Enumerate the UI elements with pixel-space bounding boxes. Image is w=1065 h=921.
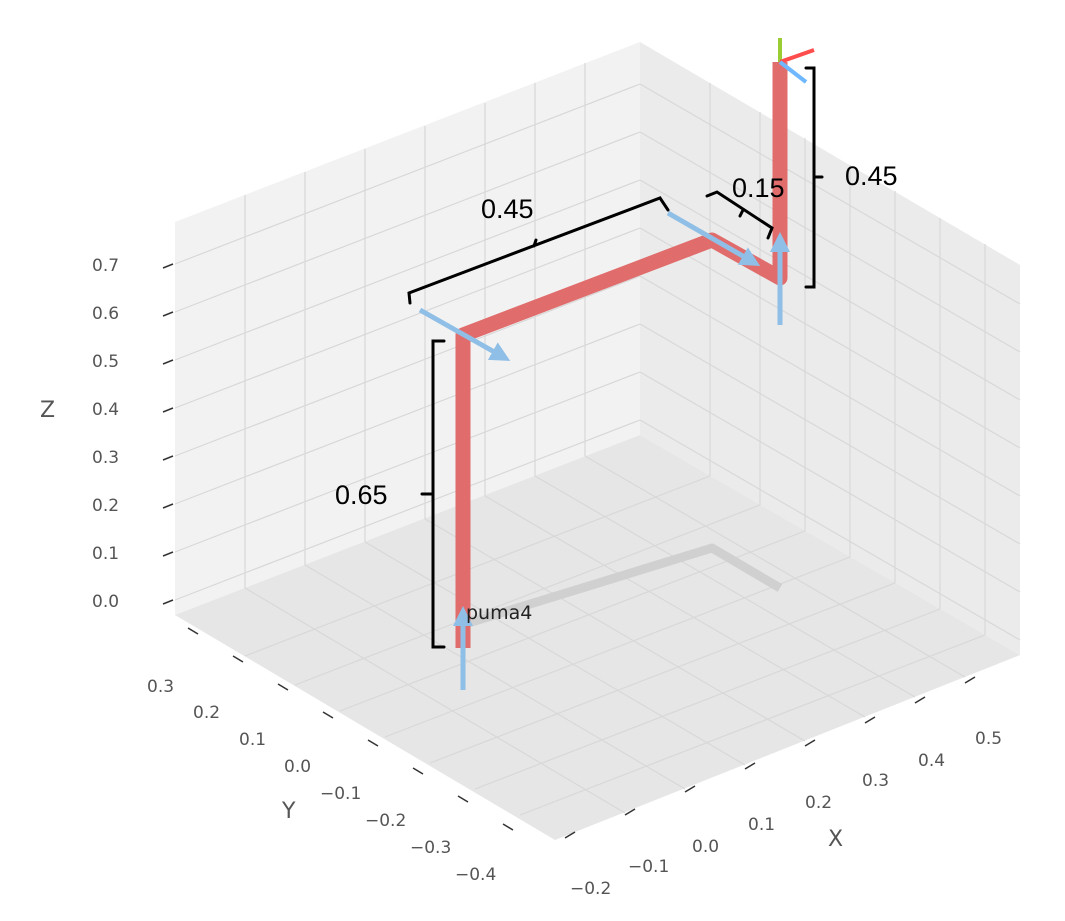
x-axis-label: X	[828, 827, 843, 852]
bracket-forearm	[804, 66, 824, 289]
x-tick: −0.1	[628, 857, 669, 877]
z-tick: 0.6	[92, 304, 119, 324]
y-tick-labels: 0.3 0.2 0.1 0.0 −0.1 −0.2 −0.3 −0.4	[147, 677, 496, 885]
z-tick: 0.1	[92, 544, 119, 564]
z-tick: 0.2	[92, 496, 119, 516]
bracket-base-height	[420, 339, 446, 649]
x-tick: 0.2	[805, 793, 832, 813]
x-tick-labels: −0.2 −0.1 0.0 0.1 0.2 0.3 0.4 0.5	[570, 729, 1002, 899]
joint2-axis-arrow	[418, 307, 511, 361]
y-tick: −0.3	[410, 838, 451, 858]
z-tick: 0.3	[92, 448, 119, 468]
grid-lines	[174, 63, 1021, 816]
x-tick: 0.1	[748, 815, 775, 835]
z-tick: 0.7	[92, 256, 119, 276]
z-tick: 0.4	[92, 400, 119, 420]
y-axis-label: Y	[281, 799, 296, 824]
bracket-offset	[705, 190, 774, 240]
z-tick-labels: 0.0 0.1 0.2 0.3 0.4 0.5 0.6 0.7	[92, 256, 119, 612]
x-tick: 0.4	[918, 751, 945, 771]
y-tick: −0.2	[365, 811, 406, 831]
axis-panes	[175, 42, 1020, 840]
dim-offset-label: 0.15	[732, 173, 785, 203]
dim-upper-arm-label: 0.45	[481, 194, 534, 224]
end-effector-frame	[778, 38, 815, 84]
frame-x-axis	[779, 48, 815, 64]
left-pane	[175, 42, 640, 615]
joint-axes	[418, 210, 790, 690]
z-axis-label: Z	[40, 398, 55, 423]
robot-name-label: puma4	[466, 602, 532, 624]
x-tick: 0.3	[862, 771, 889, 791]
y-tick: 0.3	[147, 677, 174, 697]
y-tick: 0.1	[239, 730, 266, 750]
joint3-axis-arrow	[666, 210, 761, 266]
bracket-upper-arm	[407, 196, 670, 305]
y-tick: 0.0	[284, 757, 311, 777]
frame-z-axis	[778, 60, 808, 84]
z-tick: 0.5	[92, 352, 119, 372]
floor-pane	[175, 435, 1020, 840]
right-pane	[640, 42, 1020, 655]
tick-marks	[162, 263, 976, 839]
y-tick: −0.1	[320, 784, 361, 804]
y-tick: −0.4	[455, 865, 496, 885]
x-tick: −0.2	[570, 879, 611, 899]
dim-base-height-label: 0.65	[335, 480, 388, 510]
dimension-brackets	[407, 66, 824, 649]
x-tick: 0.0	[692, 837, 719, 857]
x-tick: 0.5	[975, 729, 1002, 749]
robot-shadow	[460, 543, 783, 630]
dim-forearm-label: 0.45	[845, 161, 898, 191]
y-tick: 0.2	[193, 703, 220, 723]
z-tick: 0.0	[92, 592, 119, 612]
